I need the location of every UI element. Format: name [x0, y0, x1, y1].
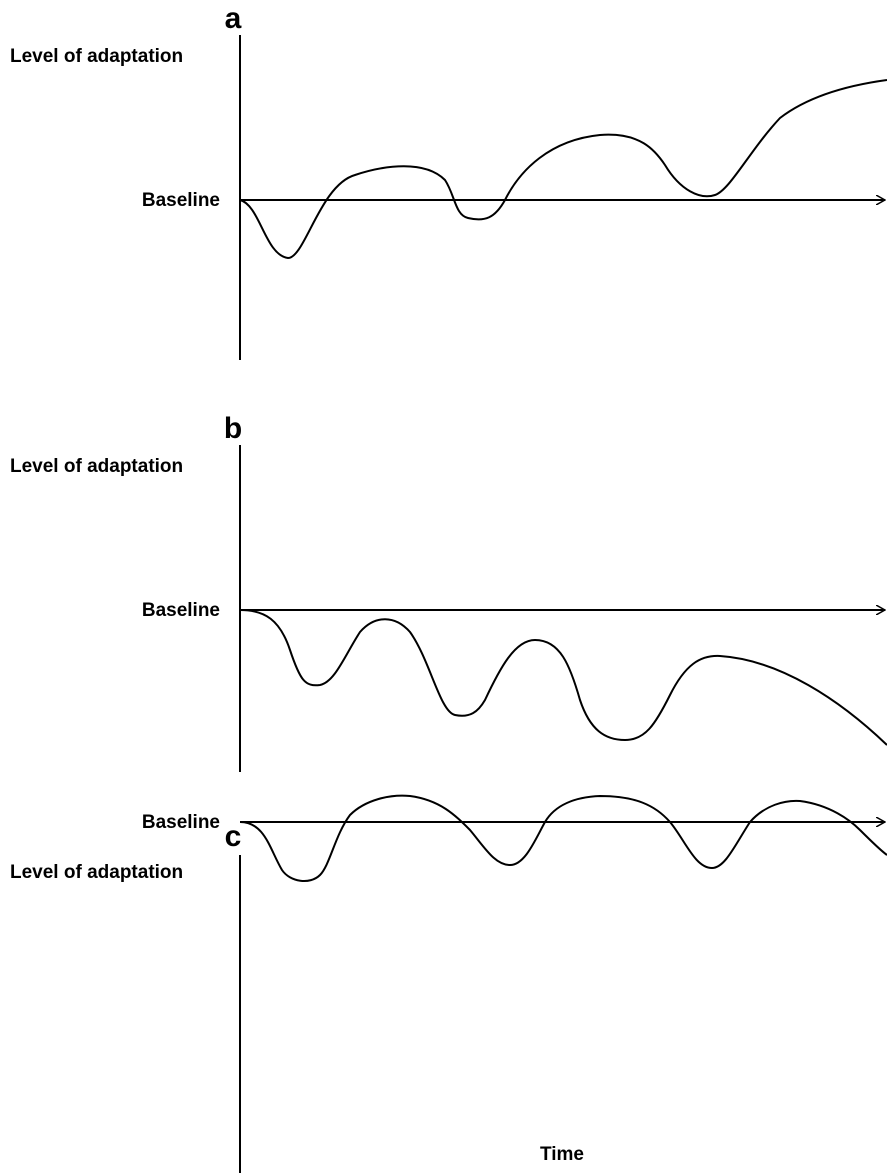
- panel-a: a Level of adaptation Baseline: [10, 2, 887, 360]
- y-axis-label: Level of adaptation: [10, 456, 183, 477]
- adaptation-curve: [239, 79, 887, 260]
- panel-letter: c: [225, 820, 242, 853]
- panel-b: b Level of adaptation Baseline: [10, 412, 887, 772]
- panel-c: c Level of adaptation Baseline Time: [10, 794, 887, 1173]
- panel-letter: a: [225, 2, 242, 35]
- panel-letter: b: [224, 412, 242, 445]
- adaptation-curve: [239, 794, 887, 882]
- y-axis-label: Level of adaptation: [10, 46, 183, 67]
- baseline-label: Baseline: [142, 812, 220, 833]
- x-axis-label: Time: [540, 1144, 584, 1165]
- y-axis-label: Level of adaptation: [10, 862, 183, 883]
- baseline-label: Baseline: [142, 190, 220, 211]
- baseline-label: Baseline: [142, 600, 220, 621]
- adaptation-curve: [239, 609, 887, 746]
